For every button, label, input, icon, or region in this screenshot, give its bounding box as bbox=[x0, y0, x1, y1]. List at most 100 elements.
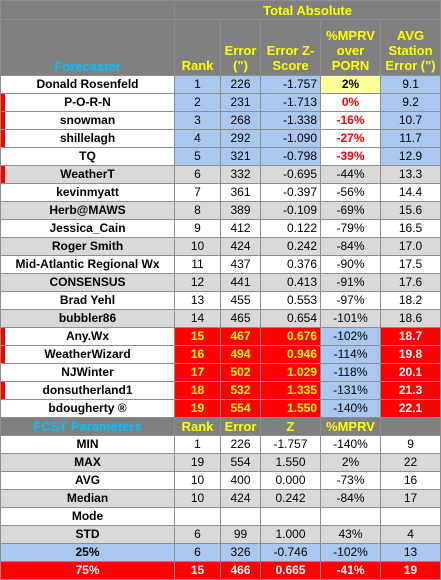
station-error-cell: 17.5 bbox=[379, 255, 441, 274]
rank-cell: 18 bbox=[174, 381, 221, 400]
zscore-cell: 0.376 bbox=[260, 255, 321, 274]
table-row: Herb@MAWS 8 389 -0.109 -69% 15.6 bbox=[0, 201, 441, 220]
error-header: Error (") bbox=[220, 19, 261, 76]
station-error-cell: 16.5 bbox=[379, 219, 441, 238]
table-row: Donald Rosenfeld 1 226 -1.757 2% 9.1 bbox=[0, 75, 441, 94]
param-z: 1.000 bbox=[260, 525, 321, 544]
station-error-cell: 15.6 bbox=[379, 201, 441, 220]
mprv-cell: -97% bbox=[320, 291, 381, 310]
table-row: Mid-Atlantic Regional Wx 11 437 0.376 -90% 17… bbox=[0, 255, 441, 274]
station-error-cell: 10.7 bbox=[379, 111, 441, 130]
forecaster-header: Forecaster bbox=[0, 19, 175, 76]
mprv-cell: -69% bbox=[320, 201, 381, 220]
zscore-cell: -1.338 bbox=[260, 111, 321, 130]
param-z: -1.757 bbox=[260, 435, 321, 454]
param-name: 75% bbox=[0, 561, 175, 580]
station-error-cell: 22.1 bbox=[379, 399, 441, 418]
param-row: STD 6 99 1.000 43% 4 bbox=[0, 525, 441, 544]
rank-cell: 17 bbox=[174, 363, 221, 382]
mprv-cell: -16% bbox=[320, 111, 381, 130]
rank-cell: 2 bbox=[174, 93, 221, 112]
param-rank: 19 bbox=[174, 453, 221, 472]
param-station: 22 bbox=[379, 453, 441, 472]
station-error-cell: 9.2 bbox=[379, 93, 441, 112]
mprv-cell: -90% bbox=[320, 255, 381, 274]
rank-cell: 9 bbox=[174, 219, 221, 238]
param-mprv: 2% bbox=[320, 453, 381, 472]
table-row: P-O-R-N 2 231 -1.713 0% 9.2 bbox=[0, 93, 441, 112]
rank-cell: 13 bbox=[174, 291, 221, 310]
param-error: 326 bbox=[220, 543, 261, 562]
param-error: 99 bbox=[220, 525, 261, 544]
param-z: 0.242 bbox=[260, 489, 321, 508]
table-title: Total Absolute bbox=[173, 0, 441, 20]
error-cell: 226 bbox=[220, 75, 261, 94]
error-cell: 361 bbox=[220, 183, 261, 202]
params-z-header: Z bbox=[260, 417, 321, 436]
mprv-cell: -140% bbox=[320, 399, 381, 418]
param-mprv: -41% bbox=[320, 561, 381, 580]
zscore-cell: 1.550 bbox=[260, 399, 321, 418]
error-cell: 268 bbox=[220, 111, 261, 130]
zscore-cell: 1.335 bbox=[260, 381, 321, 400]
forecaster-name: Roger Smith bbox=[0, 237, 175, 256]
param-mprv: -140% bbox=[320, 435, 381, 454]
column-header-row: Forecaster Rank Error (") Error Z-Score … bbox=[0, 19, 441, 76]
rank-cell: 4 bbox=[174, 129, 221, 148]
param-z: 0.000 bbox=[260, 471, 321, 490]
error-cell: 321 bbox=[220, 147, 261, 166]
zscore-cell: 1.029 bbox=[260, 363, 321, 382]
station-error-cell: 11.7 bbox=[379, 129, 441, 148]
param-station bbox=[379, 507, 441, 526]
forecaster-name: snowman bbox=[0, 111, 175, 130]
param-row: MIN 1 226 -1.757 -140% 9 bbox=[0, 435, 441, 454]
table-row: kevinmyatt 7 361 -0.397 -56% 14.4 bbox=[0, 183, 441, 202]
rank-cell: 1 bbox=[174, 75, 221, 94]
param-station: 19 bbox=[379, 561, 441, 580]
param-row: 25% 6 326 -0.746 -102% 13 bbox=[0, 543, 441, 562]
error-cell: 502 bbox=[220, 363, 261, 382]
param-z: 0.665 bbox=[260, 561, 321, 580]
rank-cell: 16 bbox=[174, 345, 221, 364]
forecaster-name: Mid-Atlantic Regional Wx bbox=[0, 255, 175, 274]
rank-cell: 12 bbox=[174, 273, 221, 292]
forecaster-name: Jessica_Cain bbox=[0, 219, 175, 238]
error-cell: 332 bbox=[220, 165, 261, 184]
forecaster-name: Any.Wx bbox=[0, 327, 175, 346]
param-station: 13 bbox=[379, 543, 441, 562]
param-rank bbox=[174, 507, 221, 526]
rank-cell: 19 bbox=[174, 399, 221, 418]
forecaster-name: donsutherland1 bbox=[0, 381, 175, 400]
param-row: 75% 15 466 0.665 -41% 19 bbox=[0, 561, 441, 580]
param-station: 17 bbox=[379, 489, 441, 508]
params-header-row: FCST Parameters Rank Error Z %MPRV bbox=[0, 417, 441, 436]
mprv-cell: -56% bbox=[320, 183, 381, 202]
param-mprv: -102% bbox=[320, 543, 381, 562]
param-name: MAX bbox=[0, 453, 175, 472]
station-error-cell: 13.3 bbox=[379, 165, 441, 184]
forecaster-name: bubbler86 bbox=[0, 309, 175, 328]
table-row: CONSENSUS 12 441 0.413 -91% 17.6 bbox=[0, 273, 441, 292]
error-cell: 455 bbox=[220, 291, 261, 310]
rank-cell: 8 bbox=[174, 201, 221, 220]
param-name: Median bbox=[0, 489, 175, 508]
params-station-header bbox=[379, 417, 441, 436]
params-mprv-header: %MPRV bbox=[320, 417, 381, 436]
param-z: 1.550 bbox=[260, 453, 321, 472]
params-rank-header: Rank bbox=[174, 417, 221, 436]
rank-cell: 7 bbox=[174, 183, 221, 202]
error-cell: 532 bbox=[220, 381, 261, 400]
param-z: -0.746 bbox=[260, 543, 321, 562]
mprv-cell: -91% bbox=[320, 273, 381, 292]
table-row: donsutherland1 18 532 1.335 -131% 21.3 bbox=[0, 381, 441, 400]
rank-cell: 15 bbox=[174, 327, 221, 346]
table-row: Brad Yehl 13 455 0.553 -97% 18.2 bbox=[0, 291, 441, 310]
rank-cell: 6 bbox=[174, 165, 221, 184]
param-name: MIN bbox=[0, 435, 175, 454]
params-header-label: FCST Parameters bbox=[0, 417, 175, 436]
param-name: 25% bbox=[0, 543, 175, 562]
param-mprv: 43% bbox=[320, 525, 381, 544]
station-error-cell: 20.1 bbox=[379, 363, 441, 382]
rank-cell: 14 bbox=[174, 309, 221, 328]
